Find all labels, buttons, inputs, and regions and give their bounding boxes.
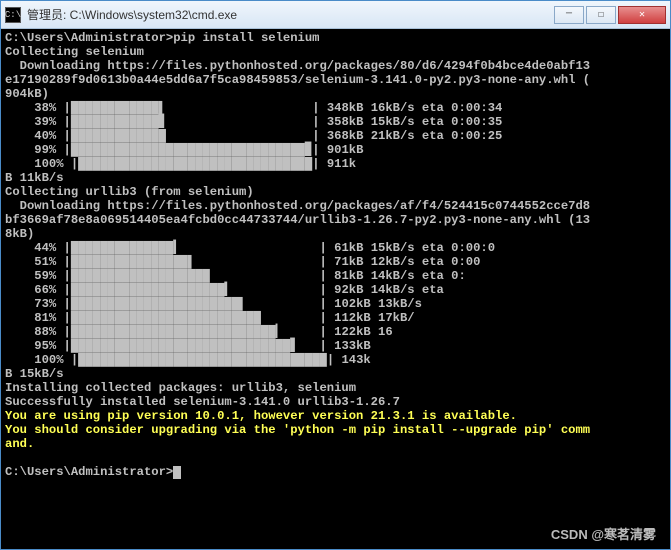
progress-bar: ██████████████████████████ xyxy=(71,311,320,325)
output-line: Downloading https://files.pythonhosted.o… xyxy=(5,59,590,73)
output-line: bf3669af78e8a069514405ea4fcbd0cc44733744… xyxy=(5,213,590,227)
progress-bar: ████████████████████████████▎ xyxy=(71,325,320,339)
watermark: CSDN @寒茗清雾 xyxy=(547,527,660,543)
progress-tail: | 901kB xyxy=(312,143,363,157)
progress-tail: | 143k xyxy=(327,353,371,367)
close-button[interactable]: ✕ xyxy=(618,6,666,24)
warning-line: and. xyxy=(5,437,34,451)
cursor xyxy=(173,466,181,479)
warning-line: You should consider upgrading via the 'p… xyxy=(5,423,590,437)
output-line: 904kB) xyxy=(5,87,49,101)
progress-tail: | 122kB 16 xyxy=(320,325,393,339)
progress-bar: █████████████████████▍ xyxy=(71,283,320,297)
progress-pct: 81% | xyxy=(5,311,71,325)
progress-pct: 38% | xyxy=(5,101,71,115)
maximize-button[interactable]: ☐ xyxy=(586,6,616,24)
progress-pct: 59% | xyxy=(5,269,71,283)
command-text: pip install selenium xyxy=(173,31,319,45)
output-line: Collecting selenium xyxy=(5,45,144,59)
output-line: Successfully installed selenium-3.141.0 … xyxy=(5,395,400,409)
progress-tail: | 358kB 15kB/s eta 0:00:35 xyxy=(312,115,502,129)
titlebar[interactable]: C:\ 管理员: C:\Windows\system32\cmd.exe ─ ☐… xyxy=(1,1,670,29)
progress-pct: 39% | xyxy=(5,115,71,129)
progress-bar: ███████████████████ xyxy=(71,269,320,283)
progress-bar: ████████████▊ xyxy=(71,115,312,129)
progress-pct: 99% | xyxy=(5,143,71,157)
window-controls: ─ ☐ ✕ xyxy=(554,6,666,24)
progress-pct: 44% | xyxy=(5,241,71,255)
progress-pct: 100% | xyxy=(5,353,78,367)
progress-tail: | 92kB 14kB/s eta xyxy=(320,283,452,297)
progress-tail: | 81kB 14kB/s eta 0: xyxy=(320,269,466,283)
progress-bar: ████████████▌ xyxy=(71,101,312,115)
progress-bar: █████████████ xyxy=(71,129,312,143)
progress-pct: 73% | xyxy=(5,297,71,311)
progress-tail: | 102kB 13kB/s xyxy=(320,297,422,311)
cmd-icon: C:\ xyxy=(5,7,21,23)
output-line: 8kB) xyxy=(5,227,34,241)
progress-tail: | 911k xyxy=(312,157,356,171)
progress-pct: 40% | xyxy=(5,129,71,143)
progress-tail: | 61kB 15kB/s eta 0:00:0 xyxy=(320,241,496,255)
output-line: e17190289f9d0613b0a44e5dd6a7f5ca98459853… xyxy=(5,73,590,87)
progress-tail: | 368kB 21kB/s eta 0:00:25 xyxy=(312,129,502,143)
progress-pct: 51% | xyxy=(5,255,71,269)
progress-tail: | 348kB 16kB/s eta 0:00:34 xyxy=(312,101,502,115)
prompt: C:\Users\Administrator> xyxy=(5,465,173,479)
output-line: B 11kB/s xyxy=(5,171,64,185)
progress-pct: 95% | xyxy=(5,339,71,353)
progress-bar: ███████████████████████▌ xyxy=(71,297,320,311)
progress-tail: | 71kB 12kB/s eta 0:00 xyxy=(320,255,481,269)
progress-bar: ██████████████████████████████████ xyxy=(78,353,327,367)
progress-pct: 88% | xyxy=(5,325,71,339)
output-line: Collecting urllib3 (from selenium) xyxy=(5,185,254,199)
progress-bar: ████████████████▌ xyxy=(71,255,320,269)
terminal-area[interactable]: C:\Users\Administrator>pip install selen… xyxy=(1,29,670,549)
progress-pct: 66% | xyxy=(5,283,71,297)
progress-bar: ██████████████████████████████▋ xyxy=(71,339,320,353)
output-line: B 15kB/s xyxy=(5,367,64,381)
progress-bar: ██████████████▍ xyxy=(71,241,320,255)
warning-line: You are using pip version 10.0.1, howeve… xyxy=(5,409,517,423)
progress-tail: | 133kB xyxy=(320,339,371,353)
progress-bar: ████████████████████████████████▉ xyxy=(71,143,312,157)
minimize-button[interactable]: ─ xyxy=(554,6,584,24)
progress-tail: | 112kB 17kB/ xyxy=(320,311,415,325)
window-title: 管理员: C:\Windows\system32\cmd.exe xyxy=(27,6,554,23)
progress-bar: ████████████████████████████████ xyxy=(78,157,312,171)
cmd-window: C:\ 管理员: C:\Windows\system32\cmd.exe ─ ☐… xyxy=(0,0,671,550)
progress-pct: 100% | xyxy=(5,157,78,171)
prompt: C:\Users\Administrator> xyxy=(5,31,173,45)
output-line: Installing collected packages: urllib3, … xyxy=(5,381,356,395)
output-line: Downloading https://files.pythonhosted.o… xyxy=(5,199,590,213)
